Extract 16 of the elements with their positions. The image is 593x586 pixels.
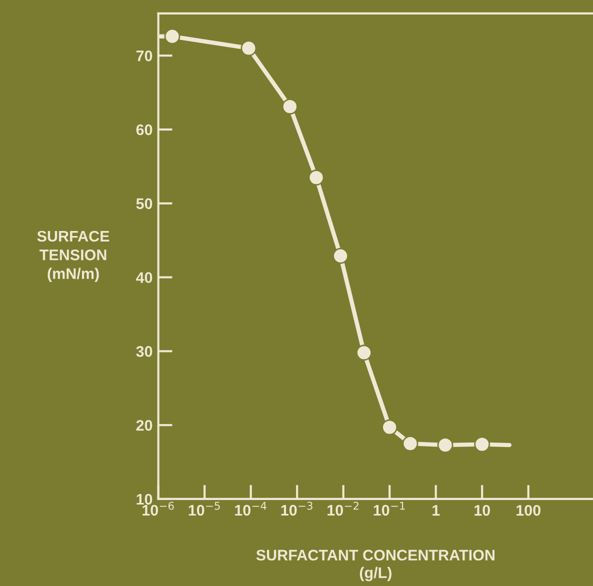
x-axis-title: SURFACTANT CONCENTRATION (g/L) [256,550,494,582]
x-tick-label: 10$^{−1}$ [374,502,405,516]
x-tick-label: 100 [516,504,540,516]
x-tick-label: 10$^{−4}$ [235,502,266,516]
y-tick-label: 20 [136,420,152,431]
y-tick-label: 70 [136,50,152,62]
y-tick-label: 50 [136,198,152,210]
x-tick-label: 10$^{−5}$ [188,502,220,516]
y-tick-label: 40 [136,272,152,283]
x-tick-label: 10 [474,504,490,516]
x-tick-label: 10$^{−2}$ [328,502,358,516]
y-tick-label: 60 [136,124,152,136]
y-axis-title: SURFACE TENSION (mN/m) [37,230,110,282]
x-tick-label: 1 [432,505,440,516]
y-tick-label: 30 [136,346,152,357]
x-tick-label: 10$^{−3}$ [281,502,312,516]
